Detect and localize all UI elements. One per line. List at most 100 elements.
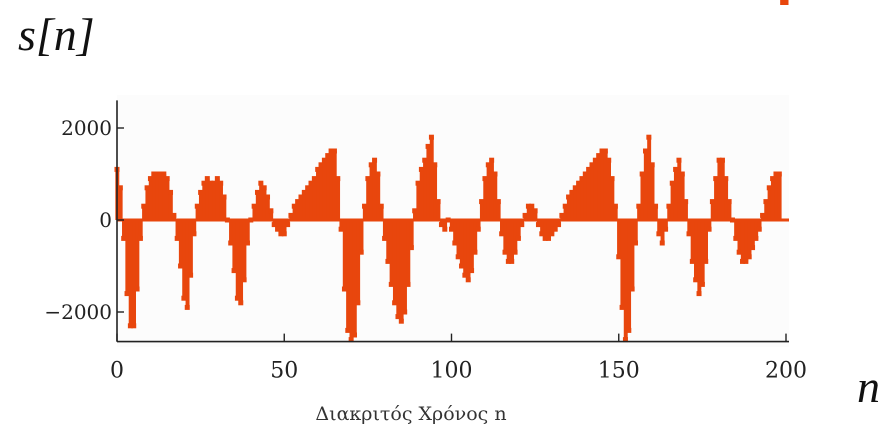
data-point: [646, 134, 652, 140]
bar-series: [114, 0, 789, 343]
bar: [479, 201, 484, 220]
bar: [413, 210, 417, 220]
data-point: [228, 240, 234, 246]
bar: [265, 197, 270, 220]
data-point: [482, 176, 488, 182]
data-point: [375, 171, 381, 177]
data-point: [709, 199, 715, 205]
data-point: [335, 176, 341, 182]
data-point: [398, 318, 404, 324]
bar: [570, 192, 575, 220]
bar: [382, 220, 387, 239]
data-point: [616, 254, 622, 260]
bar: [185, 220, 190, 308]
data-point: [154, 171, 160, 177]
data-point: [546, 235, 551, 241]
data-point: [505, 258, 511, 264]
bar: [673, 169, 678, 220]
data-point: [452, 240, 458, 246]
bar: [633, 220, 638, 243]
data-point: [559, 212, 565, 218]
bar: [453, 220, 458, 243]
bar: [198, 192, 203, 220]
bar: [182, 220, 187, 299]
bar: [597, 155, 601, 220]
bar: [392, 220, 397, 303]
bar: [600, 151, 605, 220]
bar: [346, 220, 351, 331]
data-point: [656, 231, 662, 237]
y-tick-label: 2000: [61, 116, 112, 140]
data-point: [596, 153, 602, 159]
bar: [235, 220, 240, 299]
bar: [322, 160, 327, 220]
bar: [550, 220, 555, 234]
bar: [670, 183, 675, 220]
bar: [419, 169, 424, 220]
data-point: [395, 314, 401, 320]
data-point: [438, 222, 444, 228]
bar: [486, 164, 491, 220]
bar: [590, 164, 595, 220]
bar: [219, 183, 223, 220]
data-point: [208, 180, 214, 186]
bar: [750, 220, 755, 248]
data-point: [459, 263, 465, 269]
bar: [319, 164, 324, 220]
bar: [342, 220, 347, 289]
data-point: [352, 332, 357, 338]
data-point: [402, 309, 408, 315]
data-point: [214, 176, 220, 182]
bar: [657, 220, 662, 234]
data-point: [556, 222, 562, 228]
data-point: [265, 194, 271, 200]
data-point: [204, 176, 210, 182]
y-tick-label: −2000: [44, 300, 112, 324]
bar: [714, 178, 719, 220]
bar: [282, 220, 287, 234]
axes: −2000 0 2000 0 50 100 150 200: [44, 100, 807, 384]
data-point: [706, 226, 712, 232]
bar: [677, 160, 682, 220]
data-point: [676, 157, 682, 163]
data-point: [609, 176, 615, 182]
bar: [707, 220, 712, 230]
data-point: [736, 249, 742, 255]
data-point: [124, 291, 130, 297]
data-point: [479, 199, 485, 205]
data-point: [325, 153, 331, 159]
data-point: [780, 0, 786, 5]
bar: [352, 220, 357, 335]
bar: [332, 151, 337, 220]
data-point: [385, 258, 391, 264]
bar: [603, 151, 608, 220]
data-point: [653, 203, 659, 209]
bar: [540, 220, 545, 234]
bar: [162, 174, 167, 220]
data-point: [572, 185, 578, 191]
bar: [336, 178, 341, 220]
data-point: [669, 180, 675, 186]
bar: [208, 183, 213, 220]
data-point: [539, 231, 545, 237]
bar: [744, 220, 749, 262]
bar: [262, 187, 267, 220]
data-point: [455, 254, 461, 260]
data-point: [465, 277, 471, 283]
data-point: [569, 189, 575, 195]
data-point: [509, 258, 515, 264]
data-point: [733, 235, 739, 241]
data-point: [422, 157, 428, 163]
data-point: [723, 176, 729, 182]
data-point: [469, 268, 475, 274]
data-point: [198, 189, 204, 195]
bar: [443, 220, 448, 230]
data-point: [599, 148, 605, 154]
data-point: [612, 203, 618, 209]
bar: [279, 220, 284, 234]
bar: [463, 220, 468, 276]
data-point: [392, 300, 398, 306]
data-point: [362, 203, 368, 209]
data-point: [261, 185, 267, 191]
